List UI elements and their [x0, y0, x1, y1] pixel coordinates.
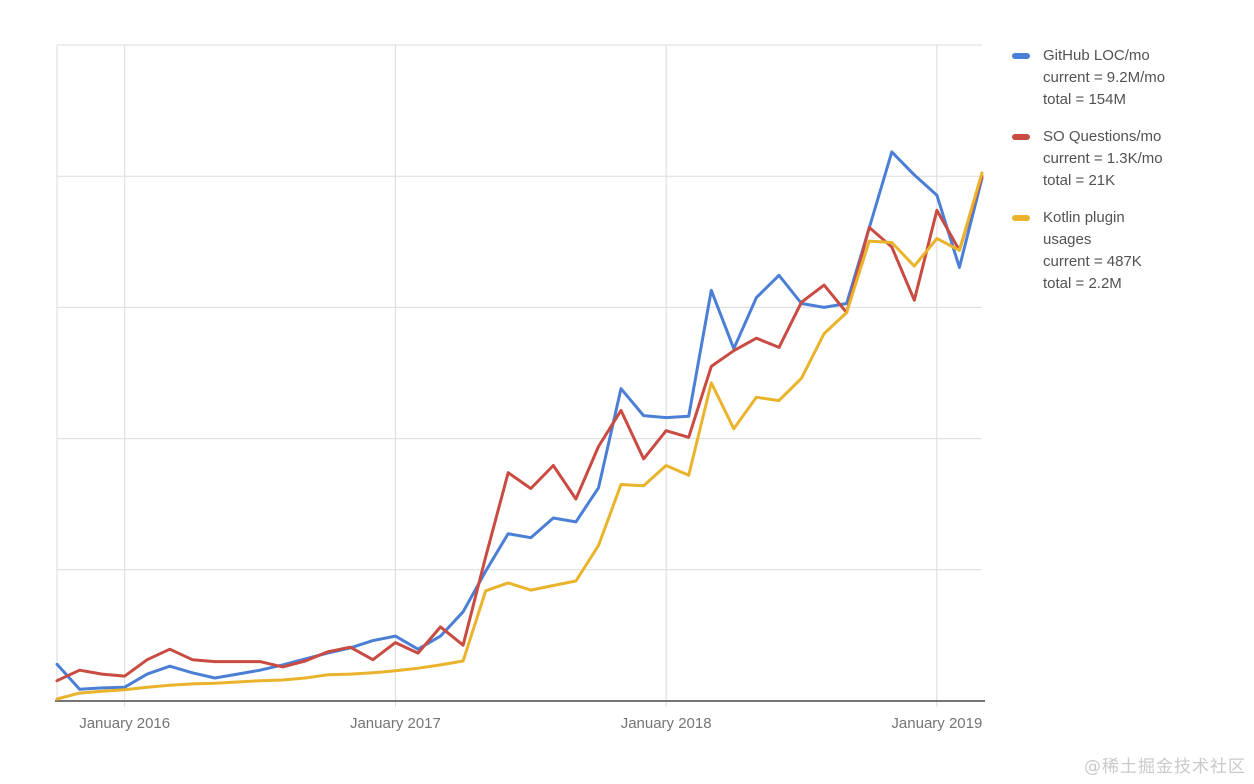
- legend-series-name-line2: usages: [1043, 231, 1092, 248]
- legend-item-so-questions: SO Questions/mo current = 1.3K/mo total …: [1012, 126, 1247, 192]
- legend-series-name: SO Questions/mo: [1043, 128, 1162, 145]
- x-axis-label: January 2016: [79, 715, 171, 732]
- legend-series-name: GitHub LOC/mo: [1043, 47, 1150, 64]
- legend-swatch-kotlin-plugin: [1012, 215, 1030, 221]
- legend-total-value: total = 2.2M: [1043, 275, 1122, 292]
- x-axis-label: January 2018: [620, 715, 712, 732]
- legend-item-github-loc: GitHub LOC/mo current = 9.2M/mo total = …: [1012, 45, 1247, 111]
- series-line-github-loc-mo: [55, 150, 984, 691]
- legend-current-value: current = 1.3K/mo: [1043, 150, 1163, 167]
- legend-series-name: Kotlin plugin: [1043, 209, 1125, 226]
- legend: GitHub LOC/mo current = 9.2M/mo total = …: [1012, 45, 1247, 295]
- legend-swatch-github-loc: [1012, 53, 1030, 59]
- legend-total-value: total = 154M: [1043, 91, 1126, 108]
- legend-total-value: total = 21K: [1043, 172, 1116, 189]
- x-axis-label: January 2017: [349, 715, 441, 732]
- legend-item-kotlin-plugin: Kotlin plugin usages current = 487K tota…: [1012, 207, 1247, 295]
- legend-swatch-so-questions: [1012, 134, 1030, 140]
- watermark-text: @稀土掘金技术社区: [1084, 757, 1246, 777]
- legend-current-value: current = 9.2M/mo: [1043, 69, 1166, 86]
- legend-current-value: current = 487K: [1043, 253, 1142, 270]
- x-axis-label: January 2019: [891, 715, 983, 732]
- series-line-so-questions-mo: [55, 174, 984, 683]
- series-line-kotlin-plugin-usages: [55, 171, 984, 701]
